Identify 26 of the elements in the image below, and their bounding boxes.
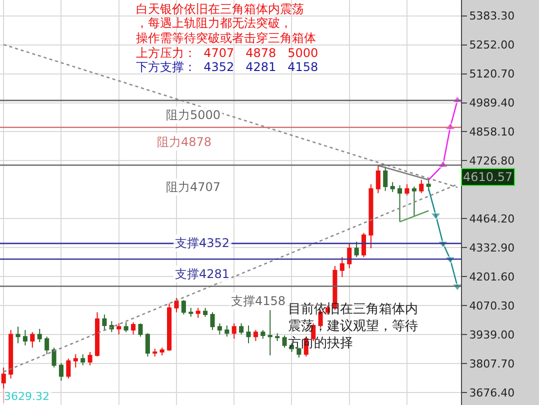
ref-line-label: 阻力5000 — [166, 108, 221, 122]
annotation: 上方压力： 4707 4878 5000 — [136, 46, 318, 60]
y-tick-label: 4332.90 — [469, 242, 515, 255]
ref-line-label: 支撑4352 — [175, 236, 230, 250]
y-tick-label: 3807.70 — [469, 357, 515, 370]
y-tick-label: 4464.20 — [469, 212, 515, 226]
y-tick-label: 4858.10 — [469, 126, 515, 139]
y-tick-label: 4201.60 — [469, 270, 515, 284]
text: 4610.57 — [463, 170, 513, 184]
y-tick-label: 3939.00 — [469, 328, 515, 342]
annotation: 3629.32 — [4, 390, 50, 403]
annotation: 操作需等待突破或者击穿三角箱体 — [136, 31, 316, 45]
chart-title: 白天银价依旧在三角箱体内震荡 — [136, 2, 304, 16]
ref-line-label: 支撑4158 — [231, 294, 286, 308]
y-tick-label: 4989.40 — [469, 96, 515, 110]
annotation: 下方支撑： 4352 4281 4158 — [136, 60, 318, 74]
annotation: ，每遇上轨阻力都无法突破， — [136, 16, 292, 30]
y-tick-label: 3676.40 — [469, 386, 515, 400]
ref-line-label: 阻力4707 — [166, 180, 221, 194]
ref-line-label: 支撑4281 — [175, 267, 230, 281]
y-tick-label: 4070.30 — [469, 299, 515, 312]
y-tick-label: 5252.00 — [469, 38, 515, 52]
y-tick-label: 5383.30 — [469, 10, 515, 23]
y-tick-label: 4726.80 — [469, 154, 515, 168]
y-tick-label: 5120.70 — [469, 68, 515, 81]
ref-line-label: 阻力4878 — [157, 135, 212, 149]
